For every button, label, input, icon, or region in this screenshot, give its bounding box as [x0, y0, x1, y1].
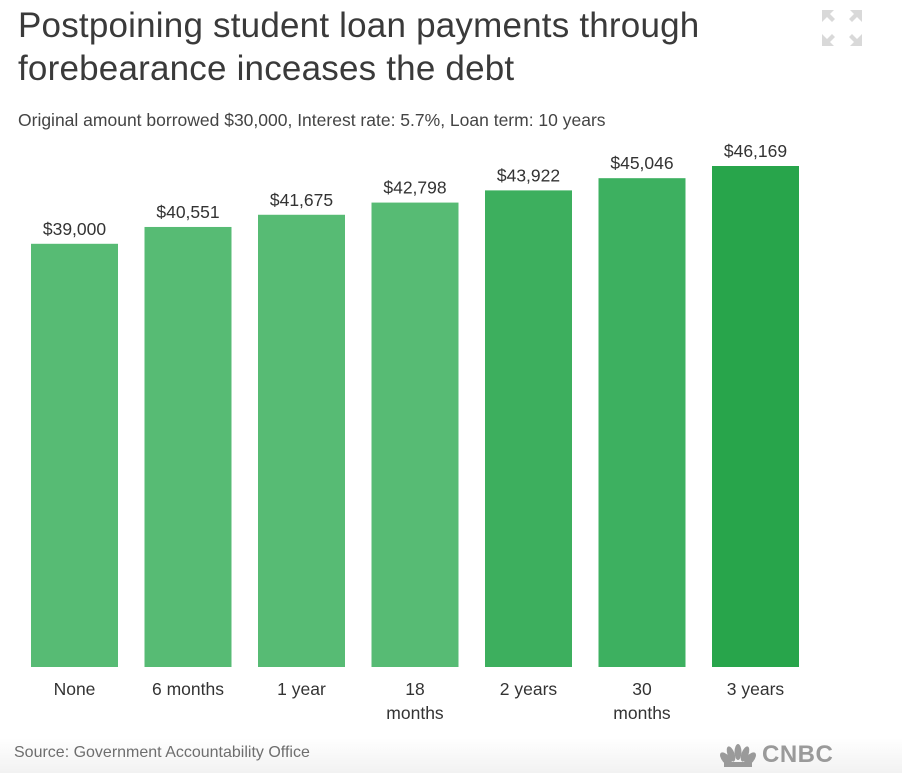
- category-label: 30: [632, 679, 652, 699]
- bar-value-label: $43,922: [497, 165, 560, 185]
- cnbc-logo: CNBC: [718, 740, 833, 770]
- bar-2: [258, 214, 345, 667]
- bar-5: [598, 178, 686, 667]
- category-label: 6 months: [152, 679, 224, 699]
- bar-4: [485, 190, 572, 667]
- bar-value-label: $39,000: [43, 219, 107, 239]
- bar-value-label: $42,798: [383, 178, 446, 198]
- category-label: months: [386, 703, 444, 723]
- category-label: 2 years: [500, 679, 558, 699]
- expand-icon[interactable]: [820, 8, 864, 48]
- chart-title: Postpoining student loan payments throug…: [18, 6, 700, 88]
- bar-1: [144, 226, 232, 667]
- category-label: 18: [405, 679, 424, 699]
- bar-0: [31, 243, 118, 667]
- category-label: None: [54, 679, 96, 699]
- category-label: 3 years: [727, 679, 785, 699]
- bar-value-label: $41,675: [270, 190, 333, 210]
- chart-subtitle: Original amount borrowed $30,000, Intere…: [18, 110, 606, 130]
- bar-6: [712, 166, 799, 667]
- bar-value-label: $40,551: [156, 202, 219, 222]
- logo-text: CNBC: [762, 741, 834, 768]
- bar-value-label: $45,046: [610, 153, 673, 173]
- bar-value-label: $46,169: [724, 141, 787, 161]
- source-note: Source: Government Accountability Office: [14, 744, 310, 761]
- bar-chart: $39,000 None $40,551 6 months $41,675 1 year $…: [31, 141, 799, 723]
- category-label: months: [613, 703, 671, 723]
- bar-3: [371, 202, 459, 667]
- nbc-peacock-icon: [720, 744, 756, 767]
- category-label: 1 year: [277, 679, 326, 699]
